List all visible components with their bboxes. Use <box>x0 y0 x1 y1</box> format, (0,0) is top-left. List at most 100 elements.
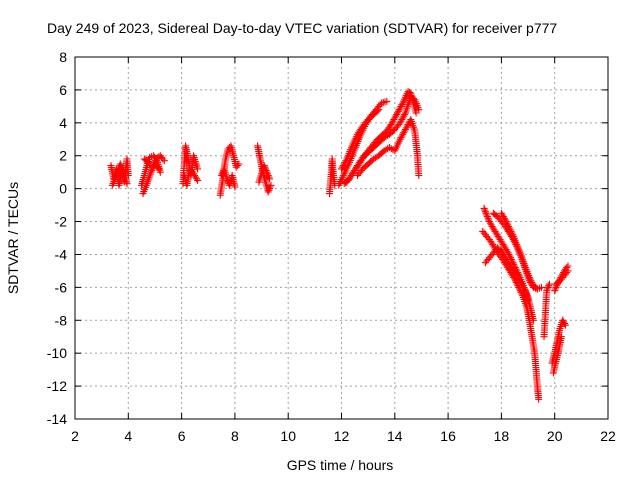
data-point-marker <box>481 206 489 214</box>
data-point-marker <box>545 282 553 290</box>
data-point-marker <box>509 231 517 239</box>
data-point-marker <box>261 163 269 171</box>
data-point-marker <box>116 160 124 168</box>
data-point-marker <box>264 188 272 196</box>
data-point-marker <box>480 204 488 212</box>
data-point-marker <box>264 172 272 179</box>
data-point-marker <box>342 157 350 165</box>
x-tick-label: 2 <box>71 428 79 444</box>
x-tick-label: 8 <box>231 428 239 444</box>
data-point-marker <box>223 175 231 183</box>
data-point-marker <box>154 163 162 171</box>
data-point-marker <box>262 167 270 174</box>
data-point-marker <box>266 175 273 183</box>
data-point-marker <box>543 285 551 293</box>
data-point-marker <box>341 158 349 166</box>
data-point-marker <box>117 162 125 170</box>
data-point-marker <box>266 183 274 191</box>
data-point-marker <box>525 274 533 281</box>
grid-layer <box>75 57 608 419</box>
y-tick-label: 2 <box>59 148 67 164</box>
data-point-marker <box>265 186 273 194</box>
x-tick-label: 16 <box>440 428 456 444</box>
data-point-marker <box>551 287 559 295</box>
y-tick-label: -4 <box>55 246 68 262</box>
data-point-marker <box>194 176 202 184</box>
data-point-marker <box>156 168 164 176</box>
data-point-marker <box>394 109 401 117</box>
x-tick-label: 10 <box>280 428 296 444</box>
data-point-marker <box>383 97 391 105</box>
data-point-marker <box>535 395 543 403</box>
y-tick-label: -2 <box>55 214 68 230</box>
data-point-marker <box>483 213 491 221</box>
data-point-marker <box>218 172 226 179</box>
x-tick-label: 20 <box>547 428 563 444</box>
data-point-marker <box>527 277 535 285</box>
y-tick-label: -12 <box>47 378 67 394</box>
data-point-marker <box>263 168 271 176</box>
data-point-marker <box>262 165 269 173</box>
x-tick-label: 18 <box>494 428 510 444</box>
data-point-marker <box>485 216 493 224</box>
data-point-marker <box>502 218 510 225</box>
x-axis-label: GPS time / hours <box>287 457 394 473</box>
data-point-marker <box>544 283 552 291</box>
y-tick-label: -14 <box>47 411 67 427</box>
data-point-marker <box>415 172 423 179</box>
data-point-marker <box>120 167 127 174</box>
x-tick-label: 6 <box>178 428 186 444</box>
data-point-marker <box>147 168 155 176</box>
y-tick-label: 6 <box>59 82 67 98</box>
data-point-marker <box>264 170 271 178</box>
x-tick-label: 22 <box>600 428 616 444</box>
data-point-marker <box>159 155 167 163</box>
data-point-marker <box>501 216 509 224</box>
data-point-marker <box>508 229 516 237</box>
data-point-marker <box>401 127 409 135</box>
data-point-marker <box>375 106 383 114</box>
data-point-marker <box>537 283 545 291</box>
y-tick-label: 0 <box>59 181 67 197</box>
data-point-marker <box>545 280 553 288</box>
data-point-marker <box>484 214 492 222</box>
data-point-marker <box>155 165 163 173</box>
data-point-marker <box>561 320 568 328</box>
x-tick-label: 12 <box>334 428 350 444</box>
data-point-marker <box>505 224 513 232</box>
y-tick-label: 4 <box>59 115 67 131</box>
data-point-marker <box>415 106 423 114</box>
data-point-marker <box>526 275 534 283</box>
data-point-marker <box>564 267 572 275</box>
chart-title: Day 249 of 2023, Sidereal Day-to-day VTE… <box>47 20 557 36</box>
data-point-marker <box>193 175 201 183</box>
data-point-marker <box>160 157 168 165</box>
data-point-marker <box>483 211 491 219</box>
data-point-marker <box>235 160 243 168</box>
y-tick-label: 8 <box>59 49 67 65</box>
data-point-marker <box>401 111 409 119</box>
data-point-marker <box>518 290 526 298</box>
data-point-marker <box>402 125 409 133</box>
data-point-marker <box>504 221 512 229</box>
data-point-marker <box>505 223 513 230</box>
data-point-marker <box>266 185 273 193</box>
data-point-marker <box>503 219 511 227</box>
data-point-marker <box>528 278 536 286</box>
data-point-marker <box>119 165 127 173</box>
data-point-marker <box>194 165 202 173</box>
data-point-marker <box>118 163 126 171</box>
data-layer <box>107 88 572 403</box>
data-point-marker <box>561 321 569 329</box>
data-point-marker <box>543 287 551 295</box>
data-point-marker <box>374 107 381 115</box>
data-point-marker <box>340 160 348 168</box>
y-tick-label: -10 <box>47 345 67 361</box>
y-axis-label: SDTVAR / TECUs <box>5 182 21 294</box>
data-point-marker <box>563 269 571 277</box>
data-point-marker <box>520 285 528 293</box>
tick-layer: 2 4 6 8 10 12 14 16 18 20 22 -14 -12 -10 -8 -6 -4 -2 0 2 4 6 8 <box>47 49 616 444</box>
data-point-marker <box>394 107 402 115</box>
data-point-marker <box>123 180 131 188</box>
